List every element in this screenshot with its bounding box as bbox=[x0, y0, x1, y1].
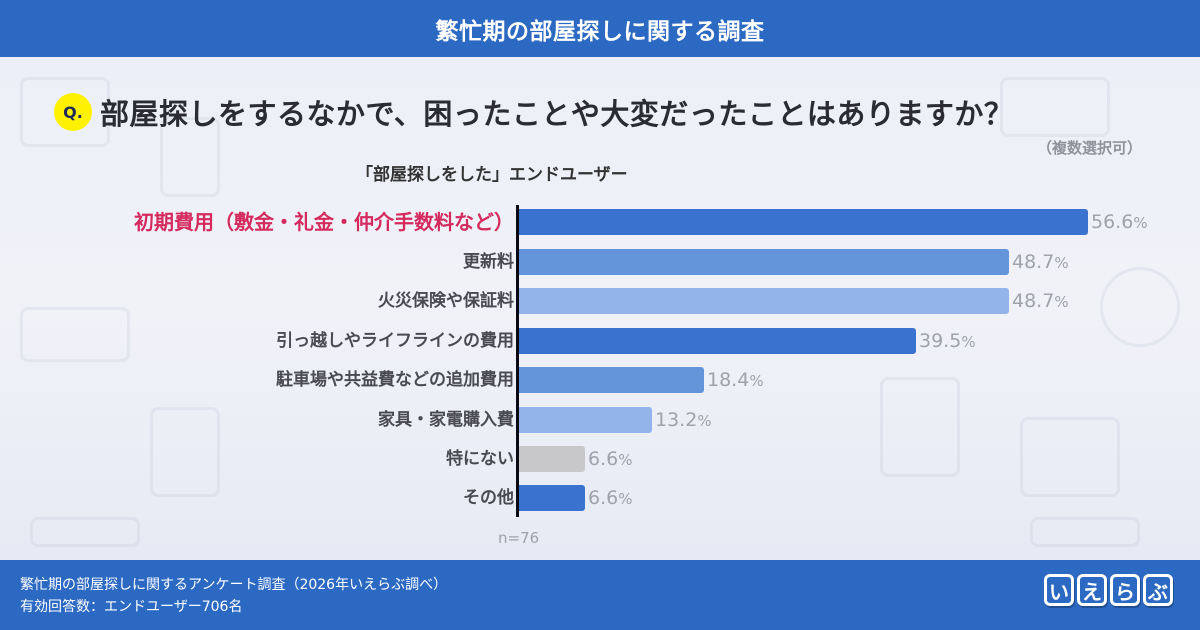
footer: 繁忙期の部屋探しに関するアンケート調査（2026年いえらぶ調べ） 有効回答数：エ… bbox=[0, 560, 1200, 630]
bar-label: 家具・家電購入費 bbox=[378, 410, 514, 430]
q-badge: Q. bbox=[54, 93, 92, 131]
bar-value: 13.2% bbox=[655, 407, 712, 433]
bar-value-number: 56.6 bbox=[1091, 211, 1134, 233]
bar-value-number: 39.5 bbox=[919, 330, 962, 352]
footer-survey-title: 繁忙期の部屋探しに関するアンケート調査（2026年いえらぶ調べ） bbox=[20, 577, 448, 593]
bar bbox=[519, 249, 1009, 275]
footer-respondents: 有効回答数：エンドユーザー706名 bbox=[20, 599, 243, 615]
bar-value-number: 6.6 bbox=[588, 448, 619, 470]
bar-label: 火災保険や保証料 bbox=[378, 291, 514, 311]
bar-row: その他 6.6% bbox=[0, 485, 1200, 511]
logo-char: ら bbox=[1110, 574, 1140, 606]
bar-value-number: 13.2 bbox=[655, 409, 698, 431]
multiple-choice-note: （複数選択可） bbox=[1036, 139, 1142, 157]
header-title: 繁忙期の部屋探しに関する調査 bbox=[435, 18, 765, 45]
header-bar: 繁忙期の部屋探しに関する調査 bbox=[0, 0, 1200, 57]
bar bbox=[519, 407, 652, 433]
bar bbox=[519, 209, 1088, 235]
bar-label: その他 bbox=[463, 488, 514, 508]
bar-label: 初期費用（敷金・礼金・仲介手数料など） bbox=[134, 210, 514, 234]
y-axis-line bbox=[516, 205, 519, 517]
bar-label: 特にない bbox=[446, 449, 514, 469]
bar-row: 家具・家電購入費 13.2% bbox=[0, 407, 1200, 433]
bar bbox=[519, 367, 704, 393]
bar-value: 18.4% bbox=[707, 367, 764, 393]
bar-value-number: 48.7 bbox=[1012, 290, 1055, 312]
bar bbox=[519, 328, 916, 354]
bar-row: 特にない 6.6% bbox=[0, 446, 1200, 472]
bar-value-unit: % bbox=[1133, 214, 1148, 232]
bar-value: 39.5% bbox=[919, 328, 976, 354]
bar bbox=[519, 485, 585, 511]
bar-value: 6.6% bbox=[588, 485, 632, 511]
bar bbox=[519, 288, 1009, 314]
ierabu-logo: い え ら ぶ bbox=[1044, 574, 1173, 606]
bar-value-number: 6.6 bbox=[588, 487, 619, 509]
bar-value-unit: % bbox=[618, 490, 633, 508]
logo-char: ぶ bbox=[1143, 574, 1173, 606]
bar-value-unit: % bbox=[1054, 293, 1069, 311]
bar-value-unit: % bbox=[749, 372, 764, 390]
bar-label: 駐車場や共益費などの追加費用 bbox=[276, 370, 514, 390]
bar-value-unit: % bbox=[697, 412, 712, 430]
bar-row: 火災保険や保証料 48.7% bbox=[0, 288, 1200, 314]
bar-value: 48.7% bbox=[1012, 249, 1069, 275]
bar-label: 引っ越しやライフラインの費用 bbox=[276, 331, 514, 351]
bar-value: 48.7% bbox=[1012, 288, 1069, 314]
bar-row: 初期費用（敷金・礼金・仲介手数料など） 56.6% bbox=[0, 209, 1200, 235]
bar-value-number: 18.4 bbox=[707, 369, 750, 391]
bar-value: 6.6% bbox=[588, 446, 632, 472]
question-text: 部屋探しをするなかで、困ったことや大変だったことはありますか？ bbox=[100, 97, 1014, 131]
bar-value-unit: % bbox=[618, 451, 633, 469]
chart-subtitle: 「部屋探しをした」エンドユーザー bbox=[356, 165, 628, 185]
sample-size: n=76 bbox=[498, 529, 540, 547]
question: Q. 部屋探しをするなかで、困ったことや大変だったことはありますか？ bbox=[54, 92, 1013, 132]
logo-char: え bbox=[1077, 574, 1107, 606]
bar-value-number: 48.7 bbox=[1012, 251, 1055, 273]
bar-row: 引っ越しやライフラインの費用 39.5% bbox=[0, 328, 1200, 354]
bar-label: 更新料 bbox=[463, 252, 514, 272]
bar bbox=[519, 446, 585, 472]
bar-value: 56.6% bbox=[1091, 209, 1148, 235]
bar-row: 更新料 48.7% bbox=[0, 249, 1200, 275]
bar-value-unit: % bbox=[1054, 254, 1069, 272]
bar-row: 駐車場や共益費などの追加費用 18.4% bbox=[0, 367, 1200, 393]
bar-value-unit: % bbox=[961, 333, 976, 351]
logo-char: い bbox=[1044, 574, 1074, 606]
